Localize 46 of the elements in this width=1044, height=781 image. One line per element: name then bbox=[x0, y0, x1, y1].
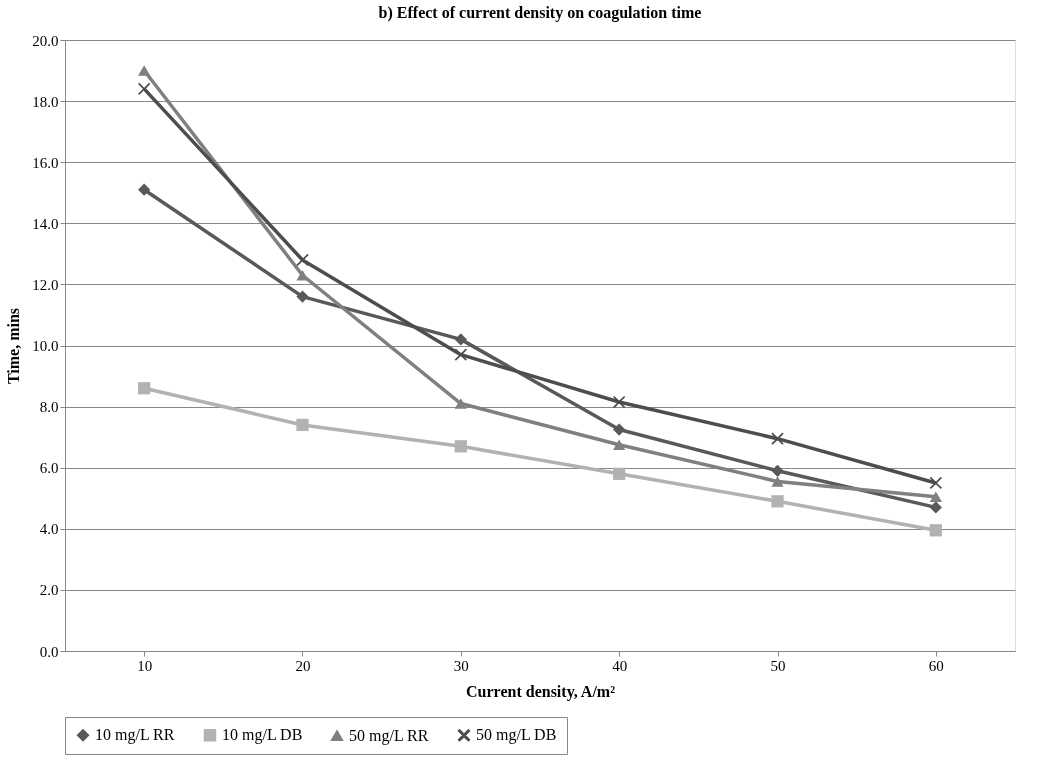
x-tick-label: 40 bbox=[612, 657, 628, 674]
x-tick-label: 60 bbox=[928, 657, 944, 674]
y-tick-label: 2.0 bbox=[39, 582, 59, 599]
y-axis-title: Time, mins bbox=[5, 307, 23, 385]
x-tick-label: 10 bbox=[137, 657, 153, 674]
legend-label: 10 mg/L RR bbox=[95, 726, 175, 745]
y-tick-label: 8.0 bbox=[39, 399, 59, 416]
legend-label: 10 mg/L DB bbox=[222, 726, 303, 745]
point bbox=[454, 348, 467, 361]
point bbox=[613, 439, 626, 451]
point bbox=[454, 440, 467, 453]
point bbox=[454, 398, 467, 409]
point bbox=[771, 464, 784, 477]
y-tick-label: 0.0 bbox=[39, 643, 59, 660]
legend-label: 50 mg/L RR bbox=[349, 726, 429, 745]
point bbox=[138, 82, 151, 95]
point bbox=[454, 333, 467, 346]
y-tick-label: 16.0 bbox=[32, 154, 59, 171]
point bbox=[929, 524, 942, 537]
point bbox=[771, 495, 784, 508]
point bbox=[296, 418, 309, 432]
y-tick-label: 20.0 bbox=[32, 32, 59, 49]
point bbox=[771, 432, 784, 445]
x-tick-label: 20 bbox=[295, 657, 311, 674]
y-tick-label: 18.0 bbox=[32, 93, 59, 110]
point bbox=[929, 476, 942, 490]
y-tick-label: 6.0 bbox=[39, 460, 59, 477]
point bbox=[613, 395, 626, 409]
point bbox=[296, 290, 309, 303]
y-tick-label: 14.0 bbox=[32, 215, 59, 232]
point bbox=[771, 476, 784, 487]
x-axis-title: Current density, A/m² bbox=[466, 682, 616, 701]
x-tick-label: 50 bbox=[770, 657, 786, 674]
y-tick-label: 4.0 bbox=[39, 521, 59, 538]
point bbox=[929, 501, 942, 514]
legend-label: 50 mg/L DB bbox=[476, 726, 557, 745]
point bbox=[138, 183, 151, 196]
point bbox=[138, 65, 151, 76]
y-tick-label: 10.0 bbox=[32, 338, 59, 354]
point bbox=[138, 382, 151, 395]
point bbox=[929, 491, 942, 503]
x-tick-label: 30 bbox=[453, 657, 469, 674]
point bbox=[613, 423, 626, 436]
chart-title: b) Effect of current density on coagulation time bbox=[378, 4, 702, 22]
point bbox=[613, 467, 626, 480]
y-tick-label: 12.0 bbox=[32, 276, 59, 293]
